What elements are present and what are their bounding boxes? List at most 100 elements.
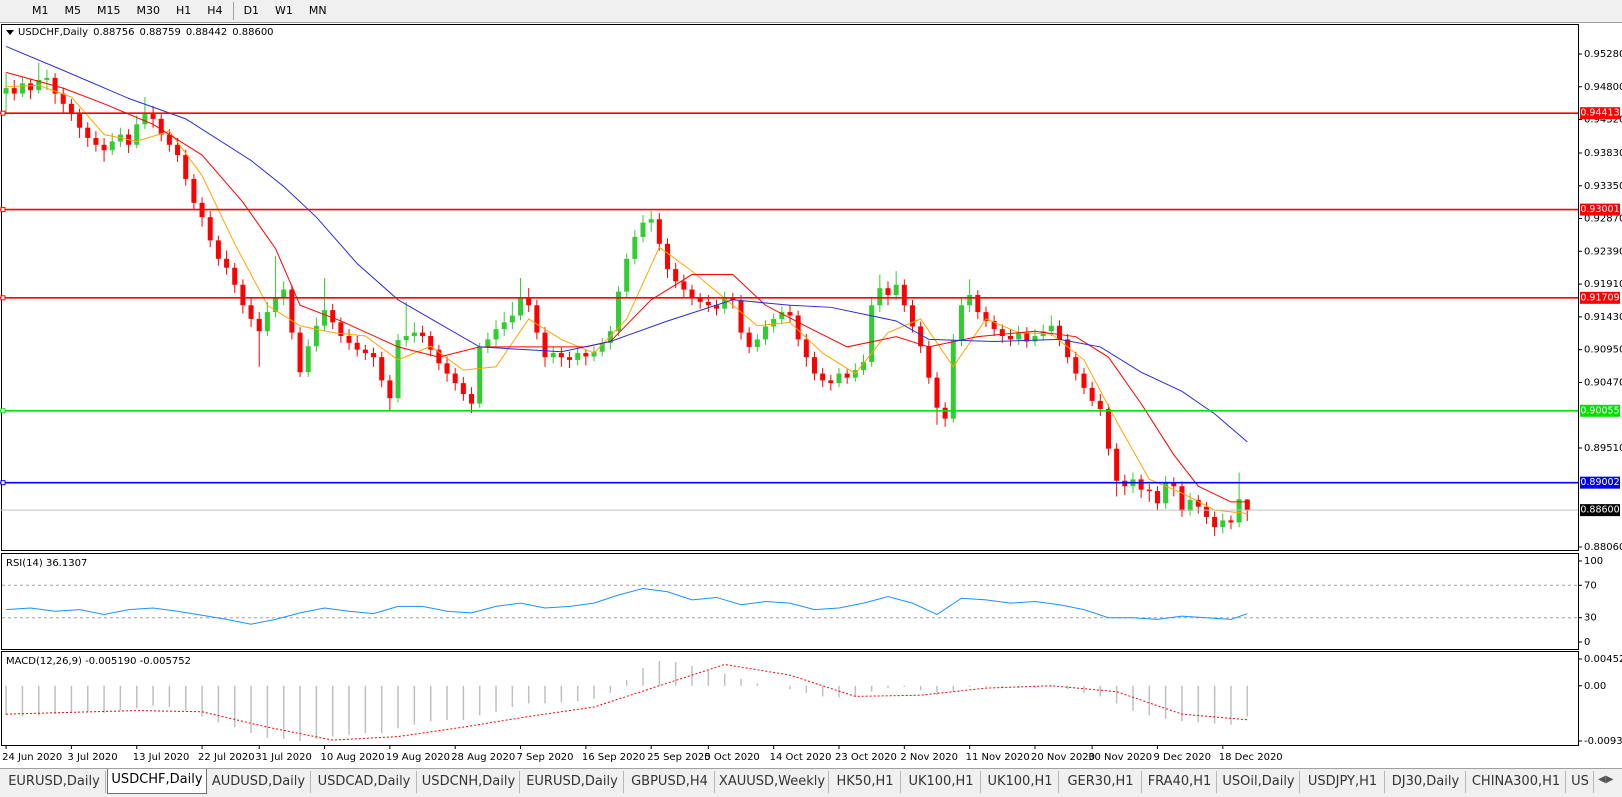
timeframe-button[interactable]: W1 (275, 4, 293, 17)
candle-body (1048, 325, 1054, 332)
candle-body (420, 332, 426, 336)
y-tick-label: 0.92390 (1584, 246, 1622, 257)
chart-tab[interactable]: HK50,H1 (830, 771, 901, 793)
y-tick-label: 70 (1584, 580, 1597, 591)
candle-body (134, 124, 140, 145)
timeframe-button[interactable]: M5 (64, 4, 82, 17)
chart-tab[interactable]: CHINA300,H1 (1467, 771, 1566, 793)
candle-body (860, 361, 866, 371)
chart-tab[interactable]: FRA40,H1 (1143, 771, 1217, 793)
chart-tab[interactable]: USDJPY,H1 (1301, 771, 1385, 793)
candle-body (403, 335, 409, 341)
candle-body (256, 318, 262, 332)
timeframe-button[interactable]: D1 (243, 4, 260, 17)
candle-body (1065, 339, 1071, 358)
chart-tabs: ◀▶ EURUSD,Daily USDCHF,Daily AUDUSD,Daily U… (0, 768, 1622, 797)
x-tick-label: 31 Jul 2020 (255, 752, 312, 763)
candle-body (1081, 373, 1087, 388)
candle-body (493, 329, 499, 340)
candle-body (616, 291, 622, 332)
timeframe-button[interactable]: MN (308, 4, 327, 17)
x-tick-label: 14 Oct 2020 (770, 752, 832, 763)
candle-body (607, 331, 613, 343)
chart-tab[interactable]: UK100,H1 (902, 771, 981, 793)
candle-body (877, 288, 883, 306)
candle-body (346, 335, 352, 343)
chart-tab[interactable]: EURUSD,Daily (3, 771, 106, 793)
y-tick-label: 0.94800 (1584, 82, 1622, 93)
chart-tab[interactable]: USDCAD,Daily (312, 771, 417, 793)
price-label: 0.94413 (1580, 108, 1619, 119)
candle-body (754, 339, 760, 347)
candle-body (1114, 448, 1120, 481)
tab-scroll[interactable]: ◀▶ (1598, 774, 1614, 785)
y-tick-label: 100 (1584, 556, 1603, 567)
candle-body (175, 144, 181, 156)
level-handle (0, 295, 6, 301)
y-tick-label: 0.004527 (1584, 654, 1622, 665)
candle-body (354, 342, 360, 350)
candle-body (371, 353, 377, 358)
chart-tab[interactable]: GER30,H1 (1060, 771, 1142, 793)
candle-body (1179, 486, 1185, 511)
candle-body (599, 342, 605, 352)
candle-body (93, 137, 99, 145)
x-tick-label: 18 Dec 2020 (1219, 752, 1283, 763)
timeframe-button[interactable]: H4 (207, 4, 223, 17)
candle-body (550, 353, 556, 358)
candle-body (1187, 499, 1193, 511)
level-handle (0, 110, 6, 116)
chart-tab[interactable]: USDCNH,Daily (418, 771, 520, 793)
candle-body (909, 305, 915, 327)
candle-body (264, 312, 270, 332)
price-label: 0.91709 (1580, 292, 1619, 303)
ohlc-value: 0.88759 (139, 27, 180, 38)
timeframe-toolbar: M1 M5 M15 M30 H1 H4 D1 W1 MN (0, 0, 1622, 23)
level-handle (0, 408, 6, 414)
candle-body (942, 407, 948, 419)
x-tick-label: 13 Jul 2020 (133, 752, 190, 763)
candle-body (1220, 520, 1226, 528)
chart-tab[interactable]: US (1567, 771, 1594, 793)
candle-body (379, 357, 385, 381)
candle-body (1195, 499, 1201, 507)
x-tick-label: 24 Jun 2020 (2, 752, 62, 763)
timeframe-button[interactable]: M15 (97, 4, 121, 17)
price-label: 0.89002 (1580, 477, 1619, 488)
chart-tab[interactable]: AUDUSD,Daily (207, 771, 311, 793)
chart-tab[interactable]: GBPUSD,H4 (625, 771, 715, 793)
candle-body (665, 243, 671, 270)
candle-body (1032, 335, 1038, 342)
candle-body (885, 288, 891, 296)
x-tick-label: 7 Sep 2020 (517, 752, 574, 763)
candle-body (289, 289, 295, 333)
candle-body (967, 295, 973, 306)
chart-tab[interactable]: EURUSD,Daily (521, 771, 624, 793)
chart-tab[interactable]: XAUUSD,Weekly (716, 771, 829, 793)
y-tick-label: 0.91910 (1584, 279, 1622, 290)
x-tick-label: 3 Jul 2020 (67, 752, 117, 763)
price-label: 0.88600 (1580, 505, 1619, 516)
candle-body (1244, 499, 1250, 511)
timeframe-button[interactable]: M1 (32, 4, 49, 17)
candle-body (1171, 482, 1177, 487)
candle-body (330, 310, 336, 323)
candle-body (534, 305, 540, 333)
x-tick-label: 2 Nov 2020 (900, 752, 958, 763)
chart-tab[interactable]: UK100,H1 (982, 771, 1059, 793)
chart-tab[interactable]: USOil,Daily (1218, 771, 1300, 793)
candle-body (142, 114, 148, 125)
candle-body (811, 357, 817, 374)
indicator-title: RSI(14) 36.1307 (6, 558, 87, 569)
candle-body (958, 305, 964, 341)
candle-body (3, 88, 9, 94)
timeframe-button[interactable]: H1 (176, 4, 192, 17)
chart-tab[interactable]: DJ30,Daily (1386, 771, 1466, 793)
candle-body (934, 377, 940, 408)
chart-tab[interactable]: USDCHF,Daily (107, 769, 207, 794)
candle-body (673, 269, 679, 282)
toolbar-icon[interactable] (0, 1, 24, 21)
candle-body (583, 353, 589, 357)
timeframe-button[interactable]: M30 (136, 4, 161, 17)
candle-body (1212, 516, 1218, 528)
